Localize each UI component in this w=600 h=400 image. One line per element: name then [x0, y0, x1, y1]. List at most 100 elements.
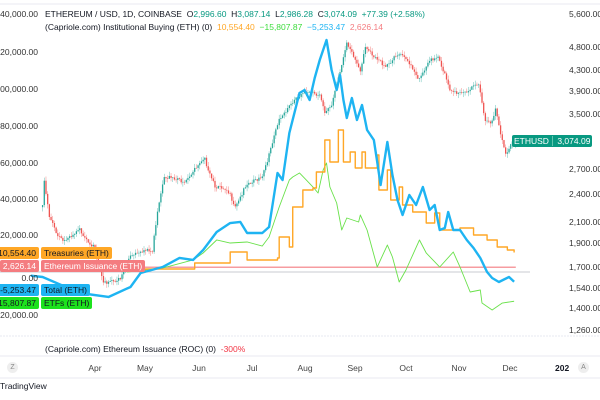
indicator-legend[interactable]: (Capriole.com) Institutional Buying (ETH…	[45, 22, 383, 32]
candle	[70, 236, 72, 237]
candle	[202, 159, 204, 162]
candle	[209, 170, 211, 174]
candle	[364, 47, 367, 55]
candle	[118, 277, 120, 281]
candle	[477, 84, 480, 86]
candle	[373, 55, 375, 58]
candle	[232, 200, 235, 205]
candle	[292, 103, 294, 104]
candle	[484, 113, 487, 121]
candle	[139, 251, 142, 253]
candle	[439, 56, 441, 61]
indicator-title: (Capriole.com) Institutional Buying (ETH…	[45, 22, 213, 32]
candle	[266, 162, 269, 166]
auto-scale-button[interactable]: A	[578, 362, 589, 373]
right-axis-label: 1,900.00	[569, 238, 600, 249]
candle	[121, 274, 123, 280]
candle	[217, 186, 220, 189]
candle	[352, 51, 355, 57]
candle	[508, 148, 510, 153]
candle	[224, 189, 226, 190]
candle	[259, 177, 262, 179]
right-axis-label: 2,400.00	[569, 188, 600, 199]
candle	[79, 228, 81, 231]
candle	[45, 180, 47, 194]
candle	[302, 93, 304, 95]
candle	[75, 231, 78, 234]
candle	[114, 281, 116, 282]
candle	[65, 239, 67, 241]
candle	[188, 176, 191, 178]
candle	[445, 73, 448, 80]
candle	[41, 205, 44, 208]
right-axis-label: 1,400.00	[569, 302, 600, 313]
candle	[80, 228, 83, 234]
candle	[324, 106, 326, 113]
candle	[155, 225, 157, 236]
candle	[499, 125, 502, 135]
candle	[222, 188, 225, 190]
candle	[278, 118, 280, 126]
low-value: 2,986.28	[279, 9, 313, 19]
candle	[418, 78, 421, 79]
candle	[107, 281, 110, 284]
candle	[342, 57, 345, 66]
candle	[356, 59, 358, 64]
candle	[89, 242, 91, 245]
candle	[187, 177, 189, 180]
high-value: 3,087.14	[237, 9, 271, 19]
candle	[53, 222, 56, 228]
candle	[244, 187, 247, 189]
candle	[388, 63, 390, 65]
candle	[177, 178, 179, 180]
candle	[412, 65, 414, 70]
candle	[322, 100, 324, 107]
candle	[68, 236, 71, 238]
candle	[329, 107, 331, 109]
candle	[197, 165, 199, 168]
candle	[369, 50, 372, 52]
candle	[148, 249, 150, 252]
candle	[231, 193, 233, 201]
candle	[344, 50, 346, 58]
candle	[194, 167, 196, 172]
time-axis-month: Aug	[297, 363, 313, 373]
candle	[161, 184, 164, 194]
candle	[48, 204, 51, 217]
candle	[182, 181, 184, 183]
candle	[469, 89, 471, 92]
candle	[104, 281, 106, 283]
timezone-button[interactable]: Z	[7, 362, 18, 373]
left-axis-label: 40,000.00	[0, 9, 38, 19]
candle	[483, 102, 485, 114]
candle	[129, 255, 132, 259]
candle	[434, 58, 436, 61]
candle	[87, 239, 89, 243]
total-value: −5,253.47	[307, 22, 346, 32]
candle	[395, 56, 397, 57]
lower-pane-legend[interactable]: (Capriole.com) Ethereum Issuance (ROC) (…	[45, 344, 245, 354]
candle	[270, 147, 272, 154]
lower-pane-value: -300%	[220, 344, 246, 354]
candle	[158, 202, 160, 212]
symbol-legend[interactable]: ETHEREUM / USD, 1D, COINBASE O2,996.60 H…	[45, 9, 425, 19]
lower-pane-title: (Capriole.com) Ethereum Issuance (ROC) (…	[45, 344, 216, 354]
candle	[376, 56, 378, 60]
candle	[383, 65, 385, 66]
candle	[488, 120, 490, 122]
candle	[479, 84, 481, 93]
candle	[237, 200, 240, 204]
candle	[454, 91, 456, 92]
candle	[476, 84, 478, 86]
right-axis-label: 1,540.00	[569, 282, 600, 293]
right-axis-label: 2,700.00	[569, 163, 600, 174]
candle	[210, 173, 213, 179]
candle	[466, 91, 468, 93]
candle	[452, 90, 454, 92]
candle	[43, 180, 45, 206]
treasuries-value: 10,554.40	[216, 22, 255, 32]
candle	[420, 75, 422, 79]
time-axis-month: Dec	[502, 363, 518, 373]
candle	[456, 91, 458, 94]
